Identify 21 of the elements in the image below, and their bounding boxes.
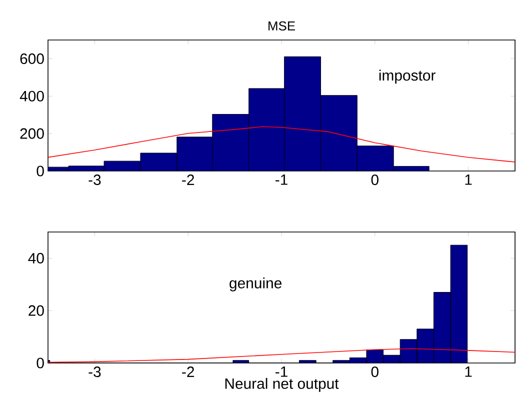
y-tick-label: 0 bbox=[36, 166, 44, 176]
y-tick-label: 0 bbox=[36, 358, 44, 368]
x-tick-label: 1 bbox=[465, 174, 472, 185]
x-tick-label: -3 bbox=[88, 366, 101, 378]
y-tick-label: 600 bbox=[20, 53, 44, 64]
x-axis-title: Neural net output bbox=[225, 378, 339, 392]
x-tick-label: 0 bbox=[371, 174, 378, 186]
x-tick-label: -1 bbox=[276, 366, 288, 377]
y-tick-label: 40 bbox=[28, 252, 44, 264]
x-tick-label: -1 bbox=[276, 174, 288, 185]
x-tick-label: -2 bbox=[182, 174, 194, 185]
x-tick-label: 0 bbox=[371, 366, 378, 378]
y-tick-label: 400 bbox=[20, 90, 44, 102]
y-tick-label: 20 bbox=[28, 305, 44, 316]
x-tick-label: -2 bbox=[182, 366, 194, 377]
annotation: impostor bbox=[379, 70, 436, 84]
x-tick-label: 1 bbox=[465, 366, 472, 377]
annotation: genuine bbox=[230, 277, 282, 292]
chart-title: MSE bbox=[268, 21, 295, 31]
x-tick-label: -3 bbox=[88, 174, 101, 186]
y-tick-label: 200 bbox=[20, 128, 44, 139]
